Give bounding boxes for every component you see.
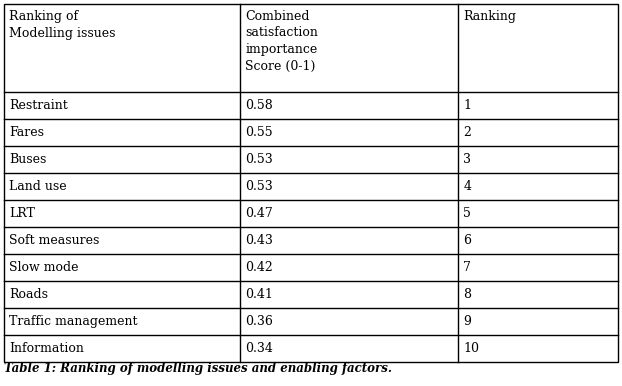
Text: Table 1: Ranking of modelling issues and enabling factors.: Table 1: Ranking of modelling issues and… <box>4 362 392 375</box>
Text: Fares: Fares <box>9 126 44 139</box>
Text: 1: 1 <box>463 99 471 112</box>
Text: Land use: Land use <box>9 180 67 193</box>
Text: 6: 6 <box>463 234 471 247</box>
Text: 3: 3 <box>463 153 471 166</box>
Text: 0.41: 0.41 <box>246 288 273 301</box>
Text: 0.42: 0.42 <box>246 261 273 274</box>
Text: Ranking: Ranking <box>463 10 516 23</box>
Text: Combined
satisfaction
importance
Score (0-1): Combined satisfaction importance Score (… <box>246 10 318 73</box>
Text: Buses: Buses <box>9 153 47 166</box>
Text: 2: 2 <box>463 126 471 139</box>
Text: Slow mode: Slow mode <box>9 261 78 274</box>
Text: Information: Information <box>9 342 84 355</box>
Text: Roads: Roads <box>9 288 48 301</box>
Text: 0.47: 0.47 <box>246 207 273 220</box>
Text: 8: 8 <box>463 288 471 301</box>
Text: 7: 7 <box>463 261 471 274</box>
Text: 0.58: 0.58 <box>246 99 273 112</box>
Text: 0.53: 0.53 <box>246 153 273 166</box>
Text: 9: 9 <box>463 315 471 328</box>
Text: Ranking of
Modelling issues: Ranking of Modelling issues <box>9 10 116 39</box>
Text: 4: 4 <box>463 180 471 193</box>
Text: 0.53: 0.53 <box>246 180 273 193</box>
Text: 10: 10 <box>463 342 480 355</box>
Text: 0.55: 0.55 <box>246 126 273 139</box>
Text: 5: 5 <box>463 207 471 220</box>
Text: Restraint: Restraint <box>9 99 68 112</box>
Text: Soft measures: Soft measures <box>9 234 100 247</box>
Text: 0.43: 0.43 <box>246 234 273 247</box>
Text: 0.36: 0.36 <box>246 315 273 328</box>
Text: LRT: LRT <box>9 207 35 220</box>
Text: 0.34: 0.34 <box>246 342 273 355</box>
Text: Traffic management: Traffic management <box>9 315 137 328</box>
